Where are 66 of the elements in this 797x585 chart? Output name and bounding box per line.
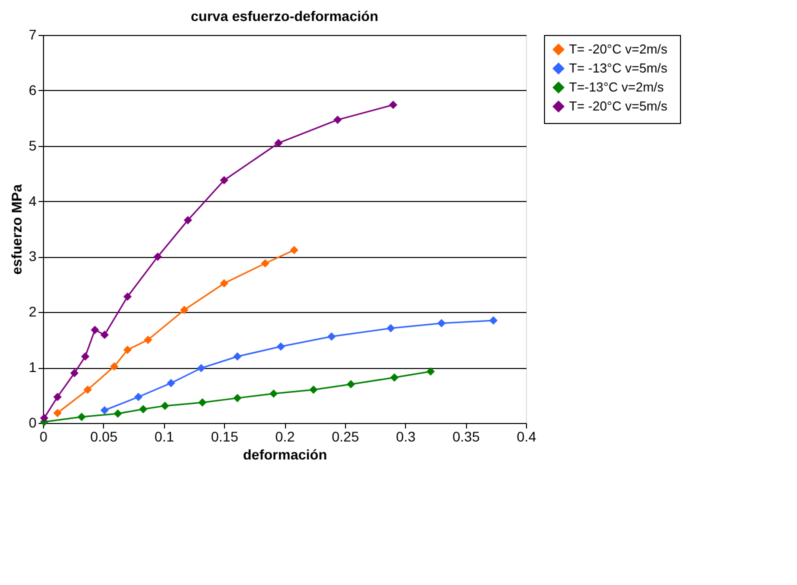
point — [333, 116, 342, 124]
point — [220, 279, 228, 288]
point — [274, 138, 283, 148]
point — [233, 394, 242, 402]
point — [123, 346, 132, 354]
point — [426, 367, 435, 376]
legend-label: T=-13°C v=2m/s — [569, 80, 664, 94]
y-tick-label: 2 — [28, 304, 37, 320]
legend-label: T= -13°C v=5m/s — [569, 60, 668, 76]
x-tick-label: 0 — [40, 428, 48, 444]
legend-label: T= -20°C v=5m/s — [569, 98, 668, 114]
x-tick-label: 0.25 — [332, 428, 360, 444]
point — [114, 409, 122, 418]
y-tick-label: 6 — [28, 82, 37, 98]
point — [83, 386, 92, 394]
point — [139, 404, 148, 414]
point — [100, 330, 109, 340]
y-tick-label: 1 — [28, 359, 37, 376]
x-tick-label: 0.35 — [452, 428, 480, 444]
x-tick-label: 0.2 — [275, 428, 295, 444]
point — [198, 398, 207, 407]
x-tick-label: 0.1 — [154, 428, 174, 444]
point — [77, 412, 86, 422]
point — [166, 378, 176, 388]
point — [260, 259, 270, 268]
point — [269, 389, 278, 398]
y-tick-label: 0 — [28, 414, 37, 430]
point — [100, 406, 109, 414]
point — [276, 342, 286, 351]
point — [184, 216, 192, 224]
y-tick-label: 7 — [28, 26, 37, 42]
point — [134, 392, 143, 402]
point — [386, 324, 395, 332]
point — [180, 306, 188, 314]
point — [70, 368, 79, 378]
y-tick-label: 4 — [28, 192, 37, 209]
point — [233, 352, 242, 361]
point — [160, 402, 170, 410]
point — [437, 319, 446, 328]
point — [220, 176, 228, 184]
x-tick-label: 0.05 — [90, 428, 118, 444]
point — [390, 373, 399, 382]
legend-label: T= -20°C v=2m/s — [569, 42, 668, 56]
point — [144, 336, 152, 344]
x-axis-title: deformación — [242, 446, 328, 462]
point — [327, 332, 336, 341]
point — [53, 408, 62, 418]
point — [154, 252, 162, 261]
y-axis-title: esfuerzo MPa — [8, 184, 25, 275]
point — [197, 364, 206, 372]
x-tick-label: 0.3 — [396, 428, 416, 444]
point — [346, 380, 356, 388]
x-tick-label: 0.15 — [211, 428, 238, 444]
point — [81, 352, 90, 361]
point — [489, 316, 498, 325]
chart-title: curva esfuerzo-deformación — [190, 8, 378, 24]
point — [388, 100, 398, 110]
y-tick-label: 3 — [28, 248, 37, 264]
x-tick-label: 0.4 — [516, 428, 536, 444]
point — [53, 392, 62, 402]
y-tick-label: 5 — [28, 137, 37, 154]
point — [90, 326, 100, 334]
point — [123, 292, 132, 301]
point — [290, 246, 298, 254]
point — [110, 362, 118, 371]
point — [309, 386, 318, 394]
